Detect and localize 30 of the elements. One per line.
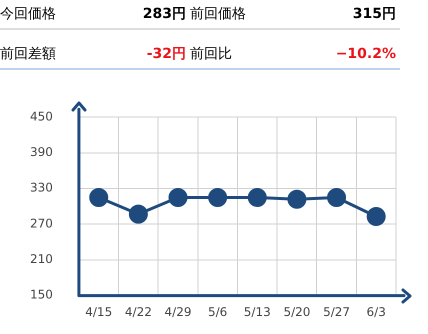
point xyxy=(128,204,148,224)
point xyxy=(248,188,267,207)
point xyxy=(327,188,346,207)
y-tick-label: 210 xyxy=(30,252,53,266)
x-tick-label: 4/29 xyxy=(164,304,192,319)
y-tick-label: 330 xyxy=(30,180,53,195)
x-tick-label: 5/27 xyxy=(323,304,350,319)
x-tick-label: 4/15 xyxy=(85,304,112,319)
text: 前回差額 xyxy=(0,40,95,70)
x-tick-label: 5/20 xyxy=(283,304,310,319)
text: 今回価格 xyxy=(0,0,95,30)
x-tick-label: 5/6 xyxy=(208,304,228,319)
text: 283円 xyxy=(95,0,190,30)
text: -32円 xyxy=(95,40,190,70)
y-tick-label: 450 xyxy=(30,109,53,124)
y-tick-label: 390 xyxy=(30,145,53,160)
x-tick-label: 5/13 xyxy=(244,304,271,319)
point xyxy=(208,188,228,207)
text: −10.2% xyxy=(300,40,400,70)
y-tick-label: 270 xyxy=(30,216,53,230)
text: 前回比 xyxy=(190,40,300,70)
point xyxy=(168,188,188,207)
text: 315円 xyxy=(300,0,400,30)
point xyxy=(287,190,306,209)
point xyxy=(89,188,108,207)
x-tick-label: 6/3 xyxy=(366,304,386,319)
y-tick-label: 150 xyxy=(30,288,53,302)
point xyxy=(366,207,386,226)
text: 前回価格 xyxy=(190,0,300,30)
x-tick-label: 4/22 xyxy=(124,304,152,319)
